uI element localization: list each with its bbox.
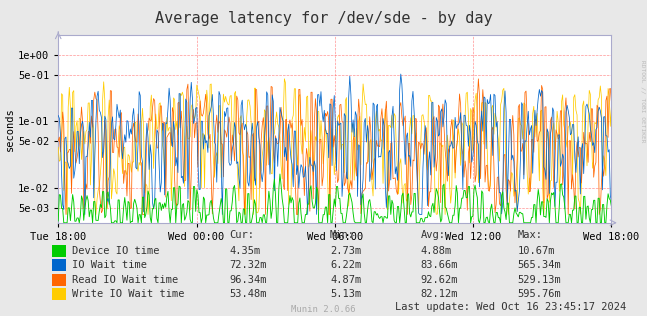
Text: 565.34m: 565.34m xyxy=(518,260,562,270)
Text: IO Wait time: IO Wait time xyxy=(72,260,148,270)
Text: Cur:: Cur: xyxy=(230,230,255,240)
Text: 10.67m: 10.67m xyxy=(518,246,555,256)
Text: 53.48m: 53.48m xyxy=(230,289,267,299)
Text: Avg:: Avg: xyxy=(421,230,446,240)
Text: Last update: Wed Oct 16 23:45:17 2024: Last update: Wed Oct 16 23:45:17 2024 xyxy=(395,301,626,312)
Text: 83.66m: 83.66m xyxy=(421,260,458,270)
Y-axis label: seconds: seconds xyxy=(5,107,15,151)
Text: Read IO Wait time: Read IO Wait time xyxy=(72,275,179,285)
Text: 2.73m: 2.73m xyxy=(330,246,361,256)
Text: 72.32m: 72.32m xyxy=(230,260,267,270)
Text: 82.12m: 82.12m xyxy=(421,289,458,299)
Text: Device IO time: Device IO time xyxy=(72,246,160,256)
Text: 595.76m: 595.76m xyxy=(518,289,562,299)
Text: Average latency for /dev/sde - by day: Average latency for /dev/sde - by day xyxy=(155,11,492,26)
Text: Munin 2.0.66: Munin 2.0.66 xyxy=(291,306,356,314)
Text: 4.88m: 4.88m xyxy=(421,246,452,256)
Text: 6.22m: 6.22m xyxy=(330,260,361,270)
Text: Write IO Wait time: Write IO Wait time xyxy=(72,289,185,299)
Text: Min:: Min: xyxy=(330,230,355,240)
Text: 5.13m: 5.13m xyxy=(330,289,361,299)
Text: RDTOOL // TOBI OETIKER: RDTOOL // TOBI OETIKER xyxy=(641,60,646,143)
Text: 96.34m: 96.34m xyxy=(230,275,267,285)
Text: 4.35m: 4.35m xyxy=(230,246,261,256)
Text: Max:: Max: xyxy=(518,230,543,240)
Text: 4.87m: 4.87m xyxy=(330,275,361,285)
Text: 92.62m: 92.62m xyxy=(421,275,458,285)
Text: 529.13m: 529.13m xyxy=(518,275,562,285)
